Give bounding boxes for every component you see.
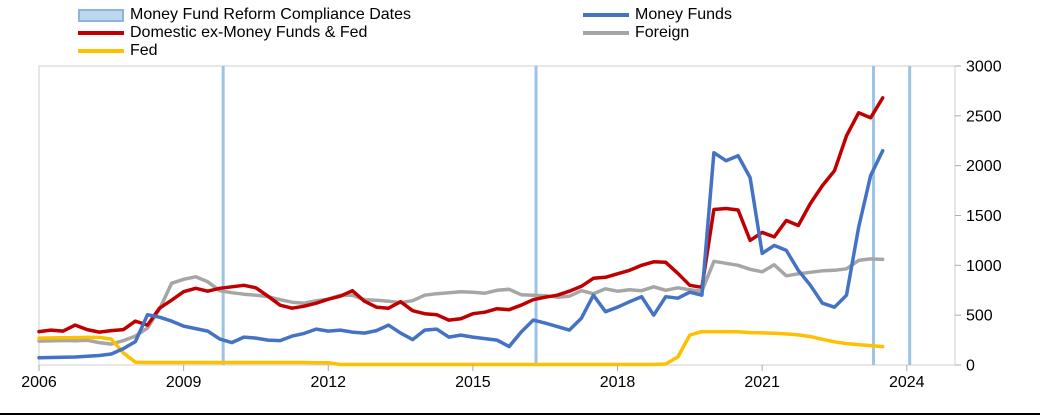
y-axis-label: 3000 <box>966 59 1002 76</box>
legend-swatch-band <box>78 8 124 22</box>
legend-swatch-line <box>78 31 124 35</box>
y-axis-label: 2000 <box>966 158 1002 175</box>
y-axis-label: 1500 <box>966 208 1002 225</box>
legend-item-money-funds: Money Funds <box>583 6 732 24</box>
x-axis-label: 2024 <box>889 374 925 391</box>
legend-swatch-line <box>78 49 124 53</box>
legend-label: Foreign <box>635 24 690 41</box>
legend-item-compliance-dates: Money Fund Reform Compliance Dates <box>78 6 411 24</box>
x-axis-label: 2009 <box>166 374 202 391</box>
chart-legend: Money Fund Reform Compliance Dates Domest… <box>0 0 1040 62</box>
legend-label: Fed <box>130 42 158 59</box>
series-line-domestic-ex-money-funds-fed <box>37 96 885 334</box>
y-axis-label: 2500 <box>966 108 1002 125</box>
x-axis-label: 2015 <box>455 374 491 391</box>
y-axis-label: 1000 <box>966 258 1002 275</box>
legend-label: Money Funds <box>635 6 732 23</box>
bottom-divider <box>0 413 1040 415</box>
y-axis-label: 0 <box>966 358 975 375</box>
legend-item-domestic: Domestic ex-Money Funds & Fed <box>78 24 367 42</box>
x-axis-label: 2018 <box>600 374 636 391</box>
legend-item-fed: Fed <box>78 42 158 60</box>
plot-border <box>38 65 956 366</box>
y-axis-label: 500 <box>966 308 993 325</box>
x-axis-label: 2021 <box>744 374 780 391</box>
x-axis-label: 2006 <box>21 374 57 391</box>
series-line-money-funds <box>37 148 885 360</box>
series-line-fed <box>37 329 885 367</box>
series-line-foreign <box>37 257 885 346</box>
legend-item-foreign: Foreign <box>583 24 689 42</box>
legend-swatch-line <box>583 13 629 17</box>
legend-label: Money Fund Reform Compliance Dates <box>130 6 412 23</box>
x-axis-label: 2012 <box>310 374 346 391</box>
legend-swatch-line <box>583 31 629 35</box>
legend-label: Domestic ex-Money Funds & Fed <box>130 24 368 41</box>
